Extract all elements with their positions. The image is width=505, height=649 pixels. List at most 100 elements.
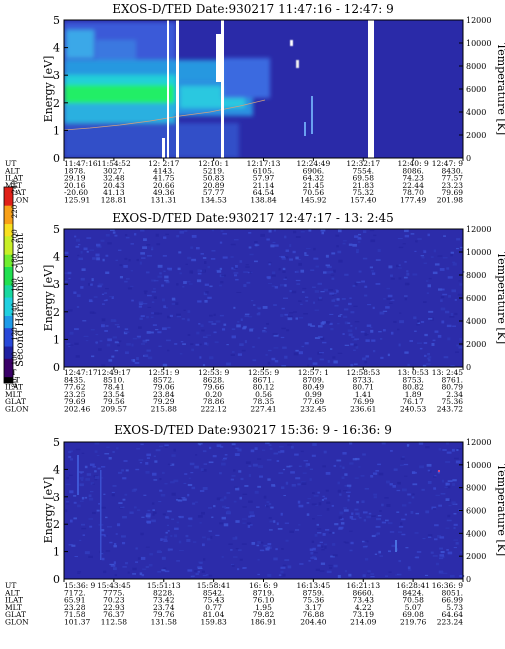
- panel-3: EXOS-D/TED Date:930217 15:36: 9 - 16:36:…: [4, 423, 505, 627]
- orbit-cell: 4143.: [153, 166, 174, 175]
- orbit-cell: 74.23: [402, 174, 424, 183]
- panel-3-ylabel: Energy [eV]: [42, 477, 55, 544]
- orbit-cell: 81.04: [203, 610, 225, 619]
- orbit-cell: 69.58: [353, 174, 375, 183]
- colorbar-tick-label: 100: [11, 352, 19, 365]
- orbit-cell: 79.69: [64, 397, 86, 406]
- orbit-row-label: ILAT: [5, 383, 23, 392]
- y2-tick-label: 8000: [466, 484, 486, 493]
- panel-1-y-axis: 0 1 2 3 4 5 Energy [eV]: [42, 14, 68, 165]
- y-tick-label: 5: [53, 14, 60, 27]
- panel-2: EXOS-D/TED Date:930217 12:47:17 - 13: 2:…: [4, 211, 505, 414]
- y-tick-label: 1: [53, 546, 60, 559]
- orbit-cell: 22.93: [103, 603, 125, 612]
- orbit-cell: 11:47:16: [64, 159, 98, 168]
- y2-tick-label: 4000: [466, 317, 486, 326]
- orbit-cell: 8228.: [153, 588, 174, 597]
- orbit-cell: 145.92: [300, 196, 326, 205]
- orbit-cell: 2.34: [446, 390, 463, 399]
- orbit-cell: 79.06: [153, 383, 175, 392]
- orbit-cell: 16:28:41: [396, 581, 430, 590]
- orbit-cell: 12:47:17: [64, 368, 98, 377]
- orbit-row-label: ILAT: [5, 174, 23, 183]
- orbit-cell: 77.69: [303, 397, 325, 406]
- orbit-cell: 5.07: [405, 603, 422, 612]
- orbit-cell: 13: 2:45: [432, 368, 464, 377]
- orbit-row-label: UT: [5, 581, 16, 590]
- orbit-cell: 32.48: [103, 174, 125, 183]
- orbit-cell: 8719.: [253, 588, 274, 597]
- orbit-cell: 12:10: 1: [198, 159, 229, 168]
- orbit-cell: 12:49:17: [97, 368, 131, 377]
- orbit-cell: 66.99: [442, 596, 464, 605]
- orbit-cell: 20.89: [203, 181, 225, 190]
- panel-2-spectrum: [64, 229, 465, 368]
- orbit-cell: 75.43: [203, 596, 225, 605]
- y-tick-label: 3: [53, 69, 60, 82]
- orbit-cell: 77.57: [442, 174, 464, 183]
- y2-tick-label: 0: [466, 154, 471, 163]
- orbit-cell: 0.56: [255, 390, 272, 399]
- orbit-cell: 80.12: [253, 383, 275, 392]
- data-gap: [162, 138, 165, 158]
- orbit-cell: 131.58: [151, 618, 177, 627]
- orbit-cell: 11:54:52: [97, 159, 131, 168]
- y2-tick-label: 4000: [466, 529, 486, 538]
- panel-3-y-axis: 0 1 2 3 4 5 Energy [eV]: [42, 436, 68, 586]
- orbit-cell: 131.31: [151, 196, 177, 205]
- colorbar-cell: [4, 327, 13, 347]
- orbit-row-label: ALT: [4, 166, 20, 175]
- y-tick-label: 4: [53, 251, 60, 264]
- orbit-cell: 15:36: 9: [64, 581, 96, 590]
- colorbar-cell: [4, 236, 13, 255]
- orbit-cell: 49.36: [153, 188, 175, 197]
- orbit-cell: 223.24: [437, 618, 463, 627]
- orbit-cell: 21.83: [353, 181, 375, 190]
- panel-1-spectrum: [64, 22, 270, 158]
- y-tick-label: 5: [53, 436, 60, 449]
- orbit-cell: 125.91: [64, 196, 90, 205]
- panel-1-ylabel: Energy [eV]: [42, 56, 55, 123]
- colorbar-cell: [4, 223, 13, 237]
- orbit-cell: 138.84: [250, 196, 276, 205]
- colorbar-cell: [4, 266, 13, 286]
- panel-2-y-axis: 0 1 2 3 4 5 Energy [eV]: [42, 223, 68, 374]
- panel-1: EXOS-D/TED Date:930217 11:47:16 - 12:47:…: [4, 2, 505, 205]
- orbit-cell: 23.74: [153, 603, 175, 612]
- orbit-row-label: GLON: [5, 196, 29, 205]
- colorbar-cell: [4, 187, 13, 206]
- orbit-cell: 57.77: [203, 188, 225, 197]
- panel-3-y2-axis: 0 2000 4000 6000 8000 10000 12000 Temperature …: [459, 438, 505, 584]
- orbit-cell: 0.77: [205, 603, 222, 612]
- orbit-cell: 79.76: [153, 610, 175, 619]
- y2-tick-label: 10000: [466, 39, 491, 48]
- colorbar-label: Second Harmonic Current: [15, 233, 26, 367]
- y-tick-label: 4: [53, 42, 60, 55]
- y2-tick-label: 8000: [466, 62, 486, 71]
- orbit-cell: 186.91: [250, 618, 276, 627]
- orbit-cell: 12: 2:17: [148, 159, 180, 168]
- orbit-cell: 78.41: [103, 383, 124, 392]
- data-gap: [216, 34, 223, 82]
- orbit-cell: 64.54: [253, 188, 275, 197]
- orbit-cell: 201.98: [437, 196, 463, 205]
- orbit-cell: 8086.: [402, 166, 423, 175]
- y-tick-label: 0: [53, 573, 60, 586]
- orbit-cell: 41.75: [153, 174, 175, 183]
- orbit-cell: 236.61: [350, 405, 376, 414]
- orbit-cell: 23.28: [64, 603, 86, 612]
- orbit-cell: 16:21:13: [346, 581, 380, 590]
- panel-2-plot: [63, 228, 465, 368]
- y2-tick-label: 4000: [466, 108, 486, 117]
- orbit-cell: 12:55: 9: [248, 368, 280, 377]
- y-tick-label: 0: [53, 361, 60, 374]
- orbit-row-label: MLT: [5, 181, 22, 190]
- orbit-cell: 8709.: [303, 375, 324, 384]
- orbit-cell: 219.76: [400, 618, 426, 627]
- panel-1-orbit-table: UTALTILATMLTGLATGLON11:47:161878.29.1920…: [4, 158, 464, 205]
- orbit-cell: 76.88: [303, 610, 325, 619]
- orbit-cell: 3027.: [103, 166, 124, 175]
- y2-tick-label: 6000: [466, 294, 486, 303]
- orbit-cell: 159.83: [201, 618, 227, 627]
- orbit-cell: 5.73: [446, 603, 463, 612]
